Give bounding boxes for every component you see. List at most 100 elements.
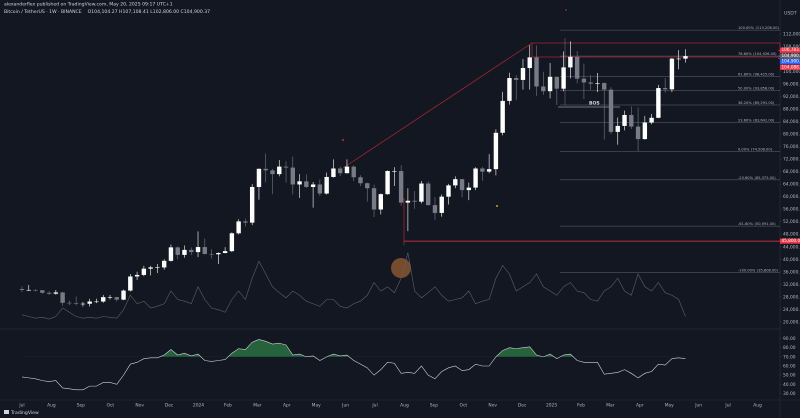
candle-body bbox=[73, 303, 79, 304]
candle-body bbox=[480, 168, 485, 172]
candle-body bbox=[19, 289, 25, 290]
x-tick-label: Oct bbox=[460, 403, 468, 409]
candle-body bbox=[175, 247, 180, 255]
candle-body bbox=[608, 89, 614, 132]
y-tick-label: 32,000.00 bbox=[783, 282, 800, 288]
x-tick-label: Sep bbox=[77, 403, 85, 409]
candle-body bbox=[344, 166, 350, 174]
x-tick-label: Oct bbox=[106, 403, 114, 409]
candle-body bbox=[561, 67, 566, 89]
fib-level: -23.60% bbox=[738, 176, 754, 180]
candle-body bbox=[527, 57, 532, 69]
fib-price: (104,926.00) bbox=[753, 52, 777, 56]
x-tick-label: 2025 bbox=[546, 403, 557, 409]
candle-body bbox=[107, 297, 113, 298]
candle-body bbox=[500, 100, 505, 133]
candle-body bbox=[486, 169, 492, 172]
highlight-circle bbox=[391, 258, 411, 278]
candle-body bbox=[426, 183, 431, 206]
candle-body bbox=[473, 168, 478, 188]
x-tick-label: Sep bbox=[430, 403, 438, 409]
fib-price: (50,591.00) bbox=[755, 222, 777, 226]
candle-body bbox=[263, 168, 268, 171]
candle-body bbox=[358, 177, 363, 184]
fib-level: -100.00% bbox=[738, 268, 756, 272]
candle-body bbox=[141, 268, 147, 275]
fib-label: -23.60% (65,375.00) bbox=[738, 176, 776, 180]
fib-label: 0.00% (74,508.00) bbox=[738, 147, 773, 151]
candle-body bbox=[446, 185, 451, 197]
y-tick-label: 64,000.00 bbox=[783, 182, 800, 188]
symbol-line: Bitcoin / TetherUS · 1W · BINANCE O104,10… bbox=[4, 9, 210, 15]
x-tick-label: Dec bbox=[518, 403, 527, 409]
rsi-tick-label: 70.00 bbox=[783, 354, 796, 360]
bos-label: BOS bbox=[589, 101, 600, 107]
fib-price: (93,858.00) bbox=[753, 87, 775, 91]
y-tick-label: 36,000.00 bbox=[783, 269, 800, 275]
y-tick-label: 76,000.00 bbox=[783, 144, 800, 150]
currency: USDT bbox=[784, 11, 797, 17]
fib-level: 78.60% bbox=[738, 52, 752, 56]
candle-body bbox=[635, 126, 641, 140]
candle-body bbox=[310, 184, 316, 187]
candle-body bbox=[493, 132, 499, 170]
fib-level: 50.00% bbox=[738, 87, 752, 91]
candle-body bbox=[629, 114, 634, 127]
ohlc: O104,104.27 H107,108.41 L102,806.00 C104… bbox=[88, 9, 211, 15]
y-tick-label: 44,000.00 bbox=[783, 244, 800, 250]
candle-body bbox=[365, 183, 370, 189]
candle-body bbox=[236, 221, 241, 234]
fib-price: (65,375.00) bbox=[755, 176, 777, 180]
candle-body bbox=[67, 302, 72, 304]
y-tick-label: 100,000.00 bbox=[783, 69, 800, 75]
candle-body bbox=[324, 176, 329, 194]
dot bbox=[496, 205, 498, 207]
y-tick-label: 88,000.00 bbox=[783, 107, 800, 113]
candle-body bbox=[371, 188, 377, 210]
x-tick-label: Apr bbox=[636, 403, 644, 409]
fib-level: 61.80% bbox=[738, 72, 752, 76]
candle-body bbox=[642, 122, 648, 140]
price-tag-label: 104,900.37 bbox=[782, 53, 800, 58]
candle-body bbox=[392, 171, 397, 172]
y-tick-label: 28,000.00 bbox=[783, 294, 800, 300]
candle-body bbox=[148, 267, 153, 269]
candle-body bbox=[249, 186, 255, 223]
y-tick-label: 68,000.00 bbox=[783, 169, 800, 175]
candle-body bbox=[94, 301, 99, 303]
y-tick-label: 60,000.00 bbox=[783, 194, 800, 200]
candle-body bbox=[168, 247, 174, 261]
candle-body bbox=[432, 205, 438, 213]
x-tick-label: Feb bbox=[577, 403, 585, 409]
candle-body bbox=[53, 292, 59, 294]
rsi-line bbox=[21, 339, 686, 391]
candle-body bbox=[189, 249, 194, 253]
watermark: TradingView bbox=[10, 410, 39, 416]
y-tick-label: 96,000.00 bbox=[783, 81, 800, 87]
rsi-tick-label: 30.00 bbox=[783, 391, 796, 397]
candle-body bbox=[602, 83, 607, 90]
x-tick-label: Aug bbox=[400, 403, 409, 409]
y-tick-label: 84,000.00 bbox=[783, 119, 800, 125]
rsi-tick-label: 60.00 bbox=[783, 364, 796, 370]
candle-body bbox=[331, 168, 336, 177]
candle-body bbox=[155, 267, 160, 269]
candle-body bbox=[222, 251, 228, 254]
candle-body bbox=[337, 168, 343, 174]
x-tick-label: Nov bbox=[135, 403, 144, 409]
trend-line bbox=[342, 42, 533, 169]
fib-price: (89,291.00) bbox=[753, 101, 775, 105]
fib-label: 61.80% (98,425.00) bbox=[738, 72, 775, 76]
candle-body bbox=[466, 187, 472, 191]
candle-body bbox=[134, 274, 140, 277]
candle-body bbox=[270, 170, 275, 175]
candle-body bbox=[649, 117, 654, 123]
price-tag bbox=[780, 238, 800, 244]
x-tick-label: Jul bbox=[18, 403, 24, 409]
candle-body bbox=[297, 181, 302, 185]
fib-label: 78.60% (104,926.00) bbox=[738, 52, 777, 56]
candle-body bbox=[114, 297, 119, 300]
overlay-line bbox=[21, 252, 686, 320]
candle-body bbox=[121, 290, 126, 300]
